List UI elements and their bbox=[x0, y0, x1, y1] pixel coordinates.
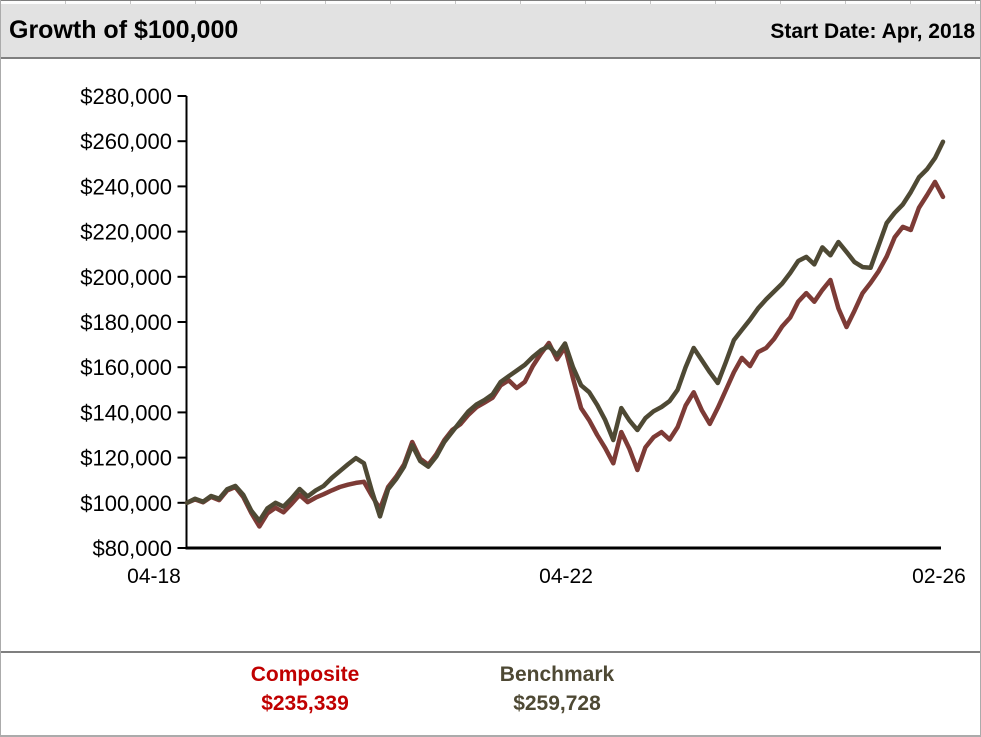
composite-line bbox=[184, 179, 946, 529]
start-date-label: Start Date: Apr, 2018 bbox=[770, 20, 975, 43]
chart-header: Growth of $100,000 Start Date: Apr, 2018 bbox=[1, 4, 980, 59]
y-tick-label: $160,000 bbox=[80, 355, 172, 380]
y-tick-label: $260,000 bbox=[80, 129, 172, 154]
y-tick-label: $100,000 bbox=[80, 491, 172, 516]
x-tick-label: 02-26 bbox=[912, 565, 966, 588]
growth-line-chart: $80,000 $100,000 $120,000 $140,000 $160,000 $… bbox=[80, 84, 966, 588]
x-tick-label: 04-22 bbox=[539, 565, 593, 588]
y-tick-label: $140,000 bbox=[80, 400, 172, 425]
y-tick-label: $280,000 bbox=[80, 84, 172, 109]
y-tick-label: $220,000 bbox=[80, 220, 172, 245]
y-tick-label: $180,000 bbox=[80, 310, 172, 335]
y-tick-label: $200,000 bbox=[80, 265, 172, 290]
y-tick-label: $240,000 bbox=[80, 174, 172, 199]
benchmark-legend-value: $259,728 bbox=[513, 692, 601, 715]
y-tick-label: $120,000 bbox=[80, 446, 172, 471]
benchmark-line bbox=[184, 139, 946, 524]
page-title: Growth of $100,000 bbox=[9, 16, 239, 44]
chart-bottom-border bbox=[1, 651, 980, 653]
y-tick-label: $80,000 bbox=[92, 536, 172, 561]
spreadsheet-gridline-strip bbox=[1, 0, 980, 5]
benchmark-legend-label: Benchmark bbox=[499, 663, 615, 686]
composite-legend-value: $235,339 bbox=[261, 692, 349, 715]
x-tick-label: 04-18 bbox=[127, 565, 181, 588]
composite-legend-label: Composite bbox=[250, 663, 360, 686]
